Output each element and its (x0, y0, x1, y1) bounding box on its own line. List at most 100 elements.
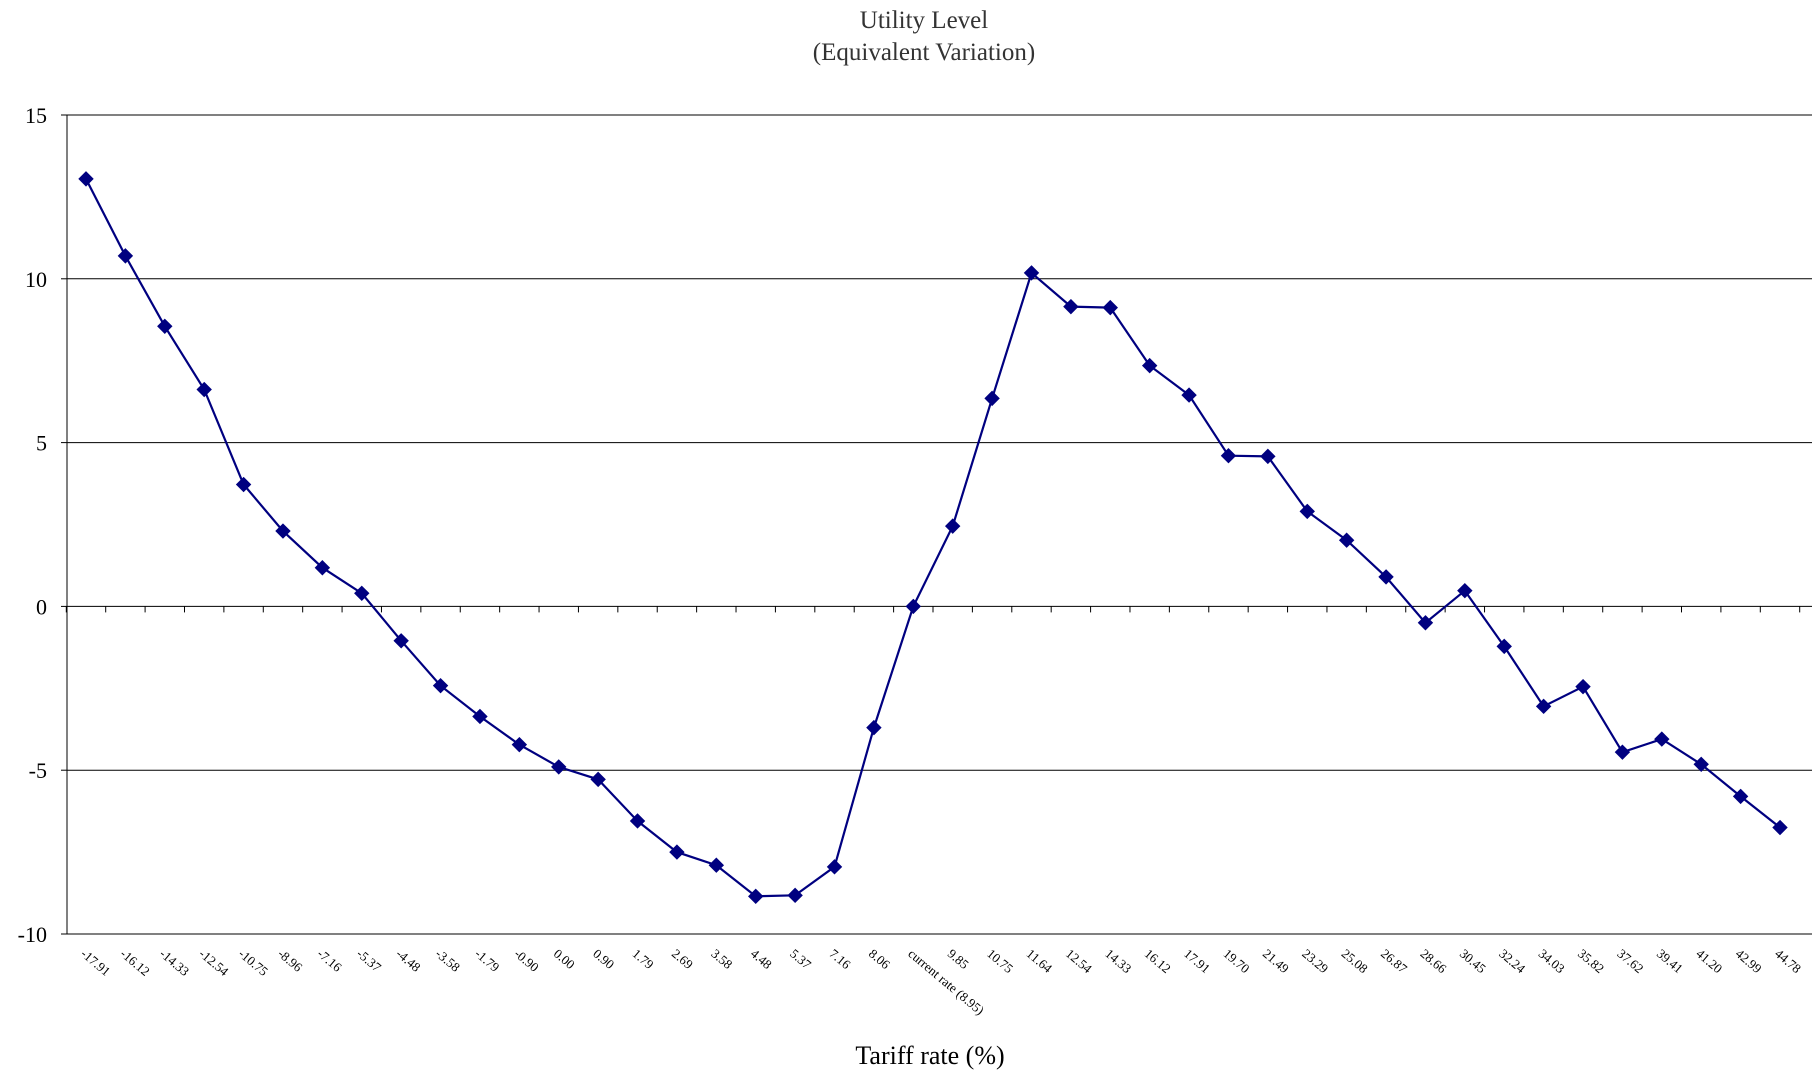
data-point (1457, 582, 1473, 599)
x-tick-label: -12.54 (196, 946, 232, 979)
data-point (78, 171, 94, 187)
x-tick-label: -17.91 (78, 946, 113, 979)
y-tick-label: -10 (18, 922, 47, 947)
data-point (354, 585, 370, 602)
y-tick-label: 15 (25, 103, 47, 128)
y-tick-label: 5 (36, 431, 47, 456)
data-point (669, 844, 685, 860)
axes (61, 114, 1801, 935)
x-axis-label: Tariff rate (%) (855, 1041, 1004, 1070)
data-point (826, 859, 843, 875)
x-tick-label: 30.45 (1457, 946, 1489, 976)
x-tick-label: 19.70 (1221, 946, 1253, 976)
x-tick-label: -10.75 (236, 946, 271, 979)
data-point (1417, 615, 1434, 631)
x-tick-label: 34.03 (1536, 946, 1568, 976)
x-tick-label: 42.99 (1733, 946, 1765, 976)
x-tick-label: 26.87 (1378, 946, 1410, 977)
data-point (551, 759, 567, 775)
x-tick-label: 9.85 (945, 946, 972, 972)
data-point (314, 560, 331, 576)
data-point (432, 677, 449, 694)
gridlines (67, 114, 1812, 935)
chart-subtitle: (Equivalent Variation) (813, 39, 1035, 66)
x-tick-label: -5.37 (354, 946, 385, 975)
data-point (235, 476, 252, 493)
data-point (708, 857, 725, 873)
x-tick-label: -14.33 (157, 946, 192, 979)
x-tick-label: 7.16 (827, 946, 854, 972)
x-tick-label: 39.41 (1654, 946, 1686, 976)
data-point (944, 518, 961, 534)
x-tick-label: 14.33 (1102, 946, 1134, 976)
chart-title: Utility Level (860, 7, 988, 34)
data-point (1063, 298, 1079, 315)
data-point (1614, 744, 1631, 760)
x-tick-label: 11.64 (1024, 946, 1056, 976)
data-point (984, 390, 1000, 407)
x-tick-label: 5.37 (787, 946, 814, 972)
data-point (1260, 448, 1276, 465)
x-tick-label: 4.48 (748, 946, 775, 972)
data-point (1732, 788, 1749, 805)
x-tick-label: 37.62 (1614, 946, 1646, 976)
data-point (1496, 638, 1512, 655)
x-tick-label: 0.90 (590, 946, 617, 972)
x-tick-label: 0.00 (551, 946, 578, 972)
y-tick-labels: 15 10 5 0 -5 -10 (18, 103, 47, 947)
data-point (787, 887, 803, 904)
data-point (1535, 698, 1552, 715)
data-point (1141, 357, 1158, 374)
x-tick-label: 23.29 (1299, 946, 1331, 976)
series-line (85, 178, 1781, 898)
data-point (157, 318, 173, 335)
y-tick-label: -5 (29, 758, 47, 783)
data-point (1299, 503, 1315, 520)
data-point (1693, 756, 1709, 773)
x-tick-label: -8.96 (275, 946, 306, 975)
x-tick-label: 16.12 (1142, 946, 1174, 976)
x-tick-label: 44.78 (1772, 946, 1804, 976)
y-tick-label: 0 (36, 594, 47, 619)
data-point (905, 598, 922, 615)
x-tick-labels: -17.91 -16.12 -14.33 -12.54 -10.75 -8.96 -7.16… (78, 946, 1804, 1018)
data-point (1220, 447, 1237, 464)
data-point (196, 381, 212, 398)
data-point (511, 736, 528, 753)
data-point (590, 771, 606, 788)
data-point (393, 633, 409, 649)
x-tick-label: 2.69 (669, 946, 696, 972)
data-point (117, 248, 134, 264)
data-point (1338, 532, 1355, 548)
x-tick-label: -16.12 (117, 946, 152, 979)
data-point (472, 708, 488, 725)
x-tick-label: -4.48 (393, 946, 423, 975)
data-point (866, 719, 882, 736)
x-tick-label: 17.91 (1181, 946, 1213, 976)
x-tick-label: 3.58 (708, 946, 735, 972)
data-point (1102, 299, 1118, 316)
x-tick-label: 8.06 (866, 946, 893, 972)
x-tick-label: -1.79 (472, 946, 502, 975)
x-tick-label: 41.20 (1693, 946, 1725, 976)
data-point (275, 523, 291, 539)
series-line-path (85, 178, 1781, 898)
x-tick-label: 12.54 (1063, 946, 1095, 977)
x-tick-label: 35.82 (1575, 946, 1607, 976)
x-tick-label: -0.90 (511, 946, 541, 975)
x-tick-label: 28.66 (1418, 946, 1450, 977)
data-point (1772, 819, 1788, 836)
x-tick-label: 25.08 (1339, 946, 1371, 976)
x-tick-label: 21.49 (1260, 946, 1292, 976)
y-tick-label: 10 (25, 267, 47, 292)
series-markers (78, 171, 1788, 905)
data-point (629, 813, 646, 829)
data-point (1575, 678, 1591, 695)
x-tick-label: -7.16 (314, 946, 345, 975)
data-point (1654, 731, 1670, 747)
x-tick-label: 32.24 (1496, 946, 1528, 977)
x-tick-label: 1.79 (630, 946, 657, 972)
x-tick-label: -3.58 (433, 946, 463, 975)
data-point (748, 888, 764, 905)
